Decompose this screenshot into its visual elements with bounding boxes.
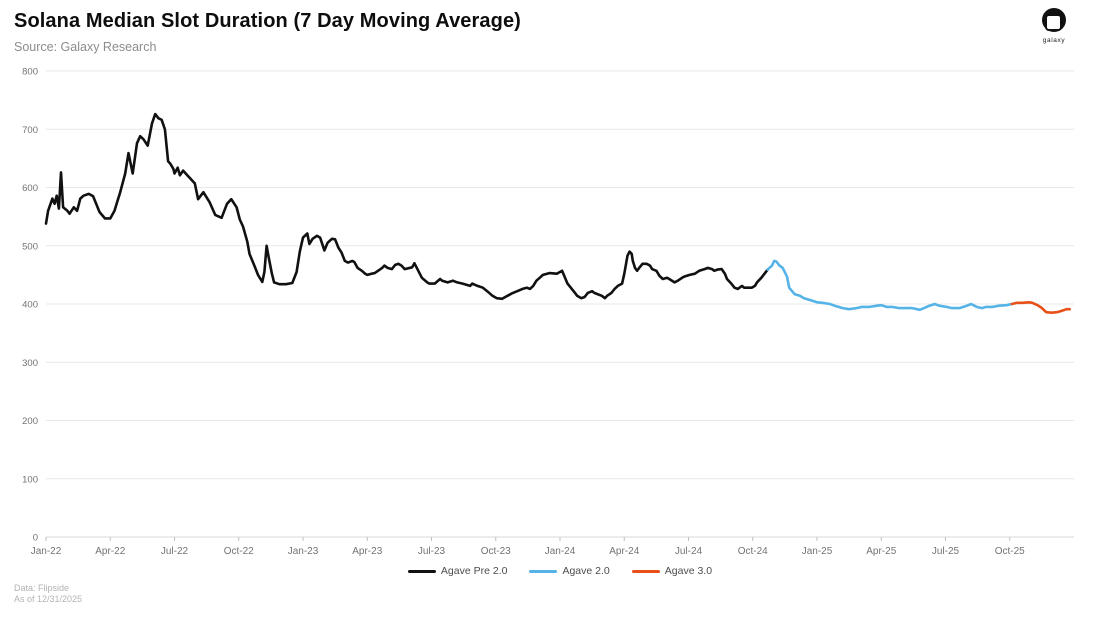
y-axis-tick-label: 500 xyxy=(22,241,38,252)
series-line-agave-3-0 xyxy=(1010,300,1071,315)
logo-wordmark: galaxy xyxy=(1042,37,1066,44)
x-axis-tick-label: Oct-25 xyxy=(995,546,1025,557)
y-axis-tick-label: 200 xyxy=(22,416,38,427)
y-axis-tick-label: 400 xyxy=(22,300,38,311)
legend-item-agave-pre-2: Agave Pre 2.0 xyxy=(407,565,508,577)
x-axis-tick-label: Apr-22 xyxy=(95,546,125,557)
footnote-as-of-date: As of 12/31/2025 xyxy=(14,594,83,604)
x-axis-tick-label: Apr-23 xyxy=(352,546,382,557)
y-axis-tick-label: 700 xyxy=(22,125,38,136)
y-axis-tick-label: 800 xyxy=(22,67,38,78)
chart-footnote: Data: Flipside As of 12/31/2025 xyxy=(14,583,82,605)
legend-label-agave-pre-2: Agave Pre 2.0 xyxy=(440,565,508,577)
legend-label-agave-2: Agave 2.0 xyxy=(562,565,610,577)
legend-swatch-agave-3 xyxy=(631,569,660,573)
x-axis-tick-label: Apr-24 xyxy=(609,546,639,557)
x-axis-tick-label: Oct-23 xyxy=(481,546,511,557)
y-axis-tick-label: 100 xyxy=(22,474,38,485)
legend-item-agave-3: Agave 3.0 xyxy=(631,565,713,577)
x-axis-tick-label: Jul-22 xyxy=(161,546,189,557)
legend-swatch-agave-pre-2 xyxy=(407,569,436,573)
x-axis-tick-label: Jul-25 xyxy=(932,546,960,557)
chart-legend: Agave Pre 2.0 Agave 2.0 Agave 3.0 xyxy=(46,565,1074,577)
galaxy-logo-icon xyxy=(1041,8,1067,36)
x-axis-tick-label: Jul-23 xyxy=(418,546,446,557)
legend-item-agave-2: Agave 2.0 xyxy=(529,565,610,577)
y-axis-tick-label: 600 xyxy=(22,183,38,194)
x-axis-tick-label: Oct-22 xyxy=(224,546,254,557)
x-axis-tick-label: Jul-24 xyxy=(675,546,703,557)
page-title: Solana Median Slot Duration (7 Day Movin… xyxy=(14,10,521,32)
x-axis-tick-label: Oct-24 xyxy=(738,546,768,557)
x-axis-tick-label: Jan-25 xyxy=(802,546,833,557)
logo-square-shape xyxy=(1045,14,1062,31)
x-axis-tick-label: Apr-25 xyxy=(866,546,896,557)
x-axis-tick-label: Jan-24 xyxy=(545,546,576,557)
legend-swatch-agave-2 xyxy=(529,569,558,573)
x-axis-tick-label: Jan-23 xyxy=(288,546,319,557)
series-line-agave-2-0 xyxy=(766,259,1014,312)
y-axis-tick-label: 300 xyxy=(22,358,38,369)
series-line-agave-pre-2-0 xyxy=(44,112,770,301)
legend-label-agave-3: Agave 3.0 xyxy=(664,565,713,577)
x-axis-tick-label: Jan-22 xyxy=(31,546,62,557)
source-subtitle: Source: Galaxy Research xyxy=(14,40,157,54)
y-axis-tick-label: 0 xyxy=(33,533,38,544)
galaxy-logo: galaxy xyxy=(1032,8,1076,44)
footnote-data-source: Data: Flipside xyxy=(14,583,70,593)
